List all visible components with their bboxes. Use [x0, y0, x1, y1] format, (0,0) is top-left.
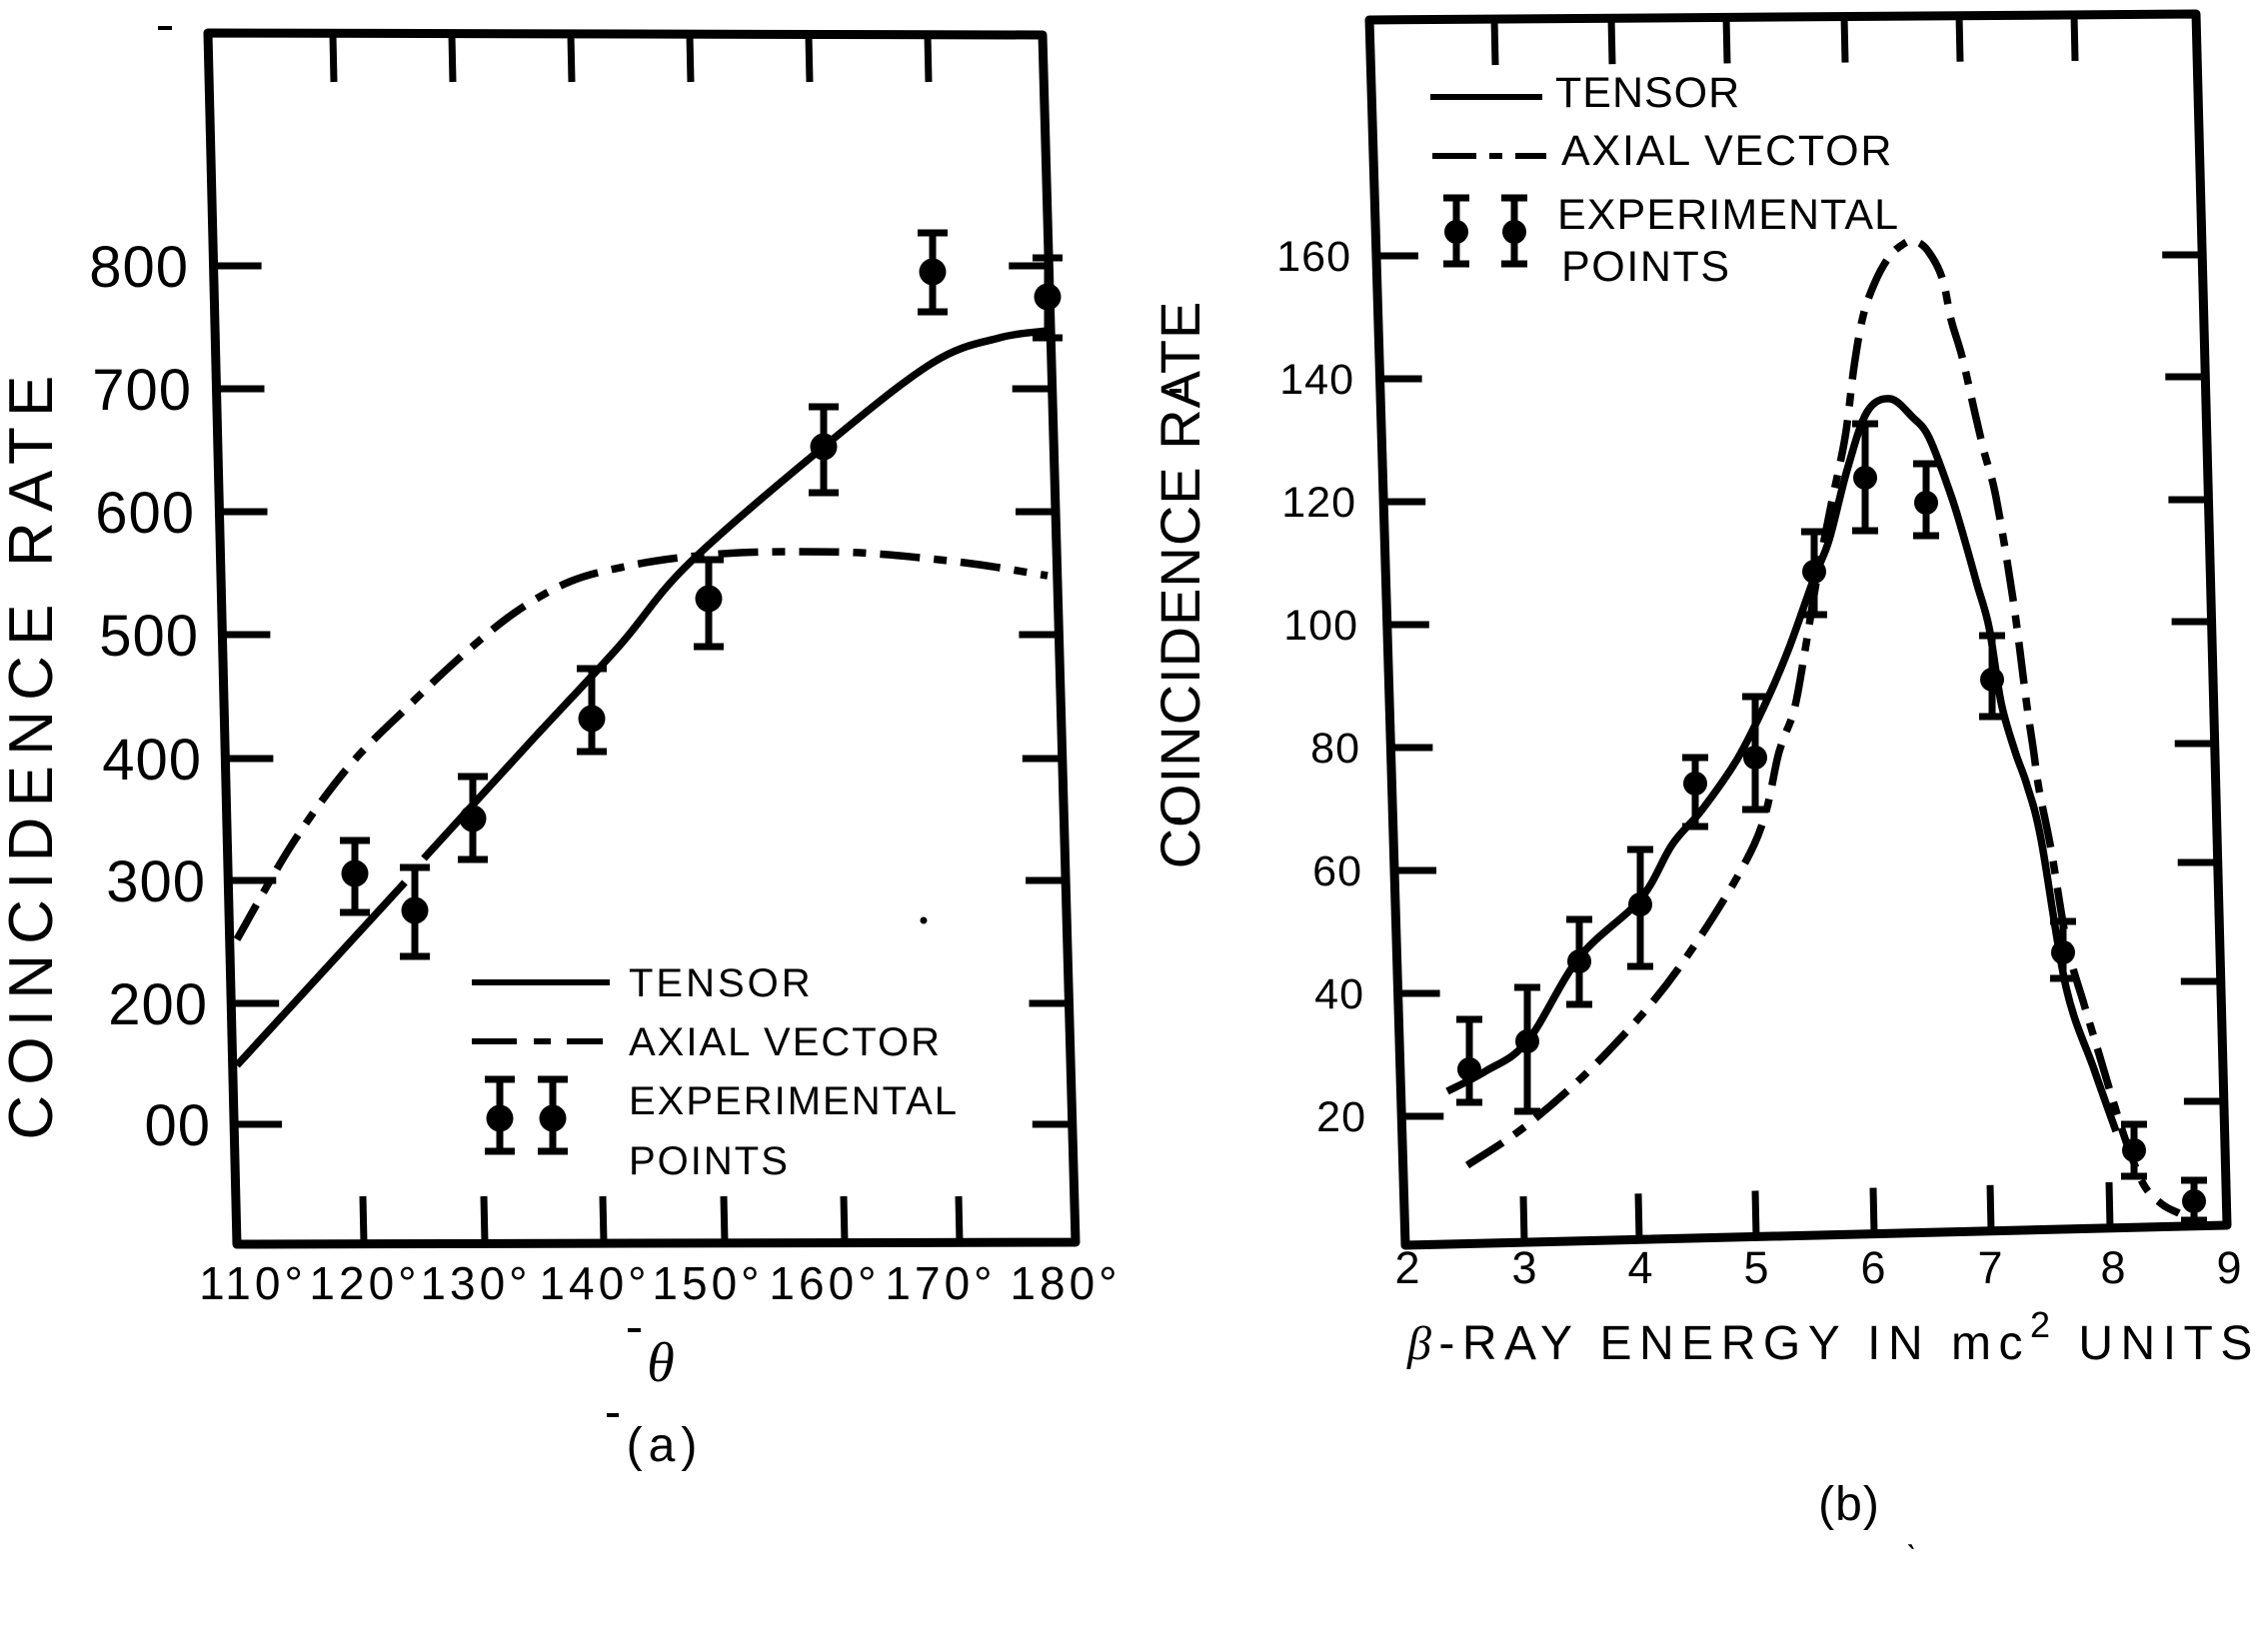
svg-text:ˎ: ˎ	[1906, 1512, 1917, 1550]
svg-text:AXIAL VECTOR: AXIAL VECTOR	[1561, 127, 1893, 175]
svg-text:TENSOR: TENSOR	[629, 961, 814, 1005]
svg-text:00: 00	[144, 1093, 211, 1158]
svg-text:80: 80	[1310, 725, 1360, 773]
svg-text:500: 500	[99, 604, 199, 669]
svg-text:COINCIDENCE RATE: COINCIDENCE RATE	[0, 365, 66, 1139]
svg-text:100: 100	[1283, 602, 1358, 650]
svg-text:160°: 160°	[769, 1257, 880, 1309]
svg-text:(b): (b)	[1818, 1478, 1880, 1531]
svg-text:7: 7	[1977, 1242, 2002, 1293]
svg-text:160: 160	[1276, 233, 1351, 281]
svg-text:4: 4	[1627, 1242, 1652, 1293]
svg-text:(a): (a)	[627, 1419, 704, 1472]
svg-text:180°: 180°	[1010, 1257, 1121, 1309]
svg-text:600: 600	[95, 481, 195, 546]
svg-text:150°: 150°	[652, 1257, 763, 1309]
svg-text:40: 40	[1314, 970, 1364, 1018]
svg-text:POINTS: POINTS	[629, 1139, 790, 1183]
svg-text:EXPERIMENTAL: EXPERIMENTAL	[629, 1079, 959, 1123]
svg-text:170°: 170°	[885, 1257, 996, 1309]
svg-text:300: 300	[106, 849, 206, 914]
svg-text:2: 2	[1394, 1242, 1419, 1293]
svg-text:400: 400	[102, 728, 202, 793]
svg-text:130°: 130°	[420, 1257, 531, 1309]
svg-text:3: 3	[1511, 1242, 1536, 1293]
svg-text:8: 8	[2100, 1242, 2125, 1293]
svg-text:60: 60	[1312, 847, 1362, 895]
svg-text:COINCIDENCE RATE: COINCIDENCE RATE	[1148, 301, 1211, 869]
svg-text:20: 20	[1316, 1093, 1366, 1141]
svg-text:120: 120	[1281, 479, 1356, 527]
svg-text:140: 140	[1279, 356, 1354, 404]
svg-text:700: 700	[92, 358, 192, 423]
svg-text:5: 5	[1743, 1242, 1768, 1293]
svg-text:TENSOR: TENSOR	[1555, 69, 1740, 117]
svg-text:6: 6	[1860, 1242, 1885, 1293]
svg-text:110°: 110°	[199, 1257, 307, 1309]
svg-text:EXPERIMENTAL: EXPERIMENTAL	[1557, 191, 1899, 239]
svg-text:POINTS: POINTS	[1561, 243, 1731, 291]
svg-text:140°: 140°	[539, 1257, 650, 1309]
svg-text:120°: 120°	[309, 1257, 420, 1309]
svg-text:θ: θ	[647, 1332, 675, 1394]
svg-text:800: 800	[89, 235, 189, 300]
svg-text:200: 200	[108, 972, 208, 1037]
svg-text:9: 9	[2216, 1242, 2241, 1293]
svg-text:AXIAL VECTOR: AXIAL VECTOR	[629, 1020, 942, 1064]
